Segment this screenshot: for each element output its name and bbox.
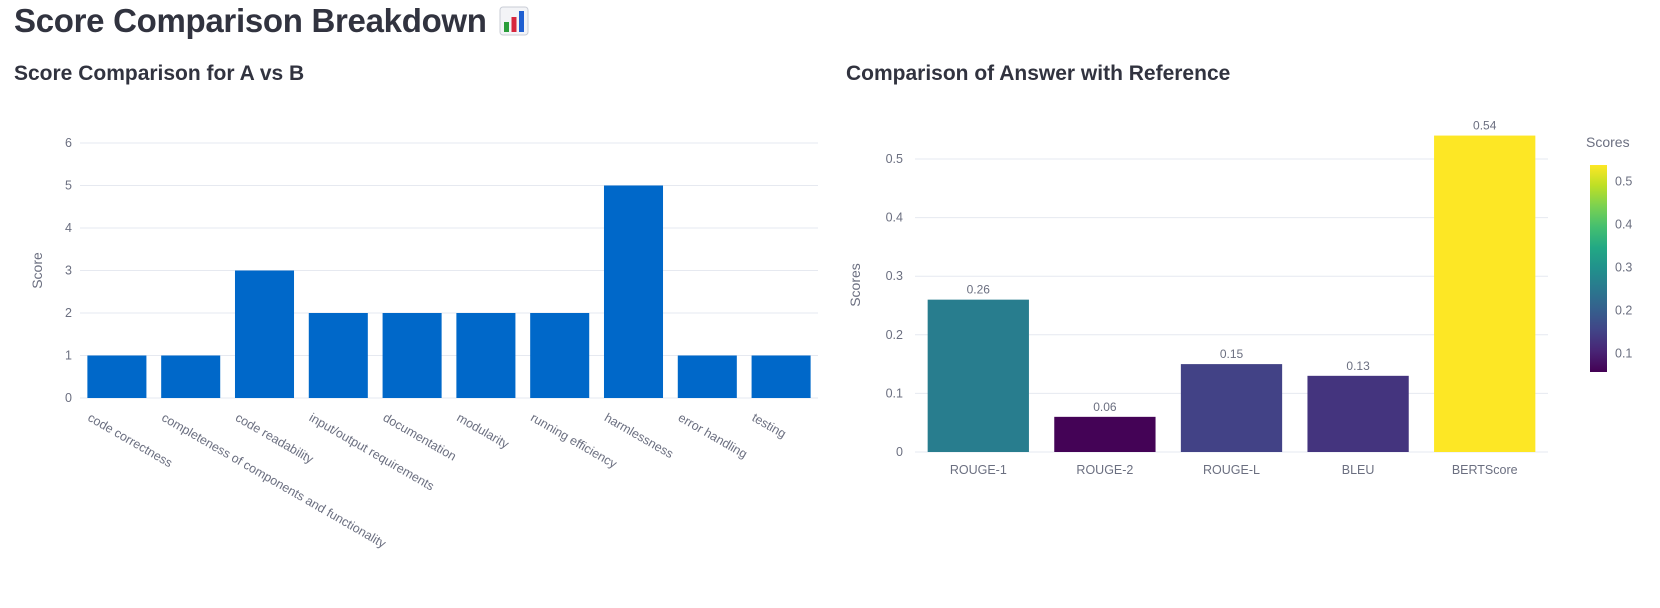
left-bar[interactable] <box>382 313 442 398</box>
right-bar[interactable] <box>1180 364 1283 452</box>
left-y-tick-label: 1 <box>65 349 72 363</box>
right-chart-title: Comparison of Answer with Reference <box>846 62 1231 85</box>
left-y-tick-label: 3 <box>65 264 72 278</box>
right-bar[interactable] <box>1054 416 1156 452</box>
right-data-label: 0.26 <box>967 283 991 297</box>
right-y-tick-label: 0.2 <box>886 328 903 342</box>
colorbar-tick-label: 0.2 <box>1615 304 1632 318</box>
colorbar <box>1590 165 1607 372</box>
left-bar[interactable] <box>677 355 737 399</box>
left-y-tick-label: 4 <box>65 221 72 235</box>
right-data-label: 0.13 <box>1346 359 1370 373</box>
colorbar-tick-label: 0.4 <box>1615 218 1632 232</box>
colorbar-title: Scores <box>1586 134 1630 150</box>
colorbar-tick-label: 0.5 <box>1615 175 1632 189</box>
page-title: Score Comparison Breakdown <box>14 2 529 40</box>
right-y-axis-title: Scores <box>847 263 863 307</box>
left-y-tick-label: 2 <box>65 306 72 320</box>
left-bar[interactable] <box>87 355 147 399</box>
left-bar[interactable] <box>603 185 664 399</box>
right-y-tick-label: 0.4 <box>886 211 903 225</box>
right-bar[interactable] <box>927 299 1029 452</box>
right-data-label: 0.15 <box>1220 347 1244 361</box>
left-bar[interactable] <box>751 355 811 399</box>
right-x-tick-label: BERTScore <box>1452 463 1518 477</box>
page-title-text: Score Comparison Breakdown <box>14 2 487 39</box>
right-bar[interactable] <box>1307 375 1409 452</box>
left-bar[interactable] <box>456 313 516 398</box>
right-y-tick-label: 0.5 <box>886 152 903 166</box>
left-chart-title: Score Comparison for A vs B <box>14 62 305 85</box>
colorbar-tick-label: 0.3 <box>1615 261 1632 275</box>
left-y-tick-label: 0 <box>65 391 72 405</box>
right-y-tick-label: 0 <box>896 445 903 459</box>
right-y-tick-label: 0.3 <box>886 269 903 283</box>
left-bar[interactable] <box>530 313 590 398</box>
right-y-tick-label: 0.1 <box>886 386 903 400</box>
left-y-axis-title: Score <box>29 252 45 289</box>
left-bar[interactable] <box>161 355 221 399</box>
left-y-tick-label: 5 <box>65 179 72 193</box>
right-x-tick-label: ROUGE-2 <box>1076 463 1133 477</box>
right-data-label: 0.54 <box>1473 119 1497 133</box>
right-x-tick-label: ROUGE-L <box>1203 463 1260 477</box>
left-bar[interactable] <box>234 270 295 399</box>
right-x-tick-label: BLEU <box>1342 463 1375 477</box>
colorbar-tick-label: 0.1 <box>1615 347 1632 361</box>
left-bar[interactable] <box>308 313 368 398</box>
right-bar[interactable] <box>1434 135 1536 452</box>
bar-chart-icon <box>499 6 529 36</box>
left-y-tick-label: 6 <box>65 136 72 150</box>
right-x-tick-label: ROUGE-1 <box>950 463 1007 477</box>
right-data-label: 0.06 <box>1093 400 1117 414</box>
